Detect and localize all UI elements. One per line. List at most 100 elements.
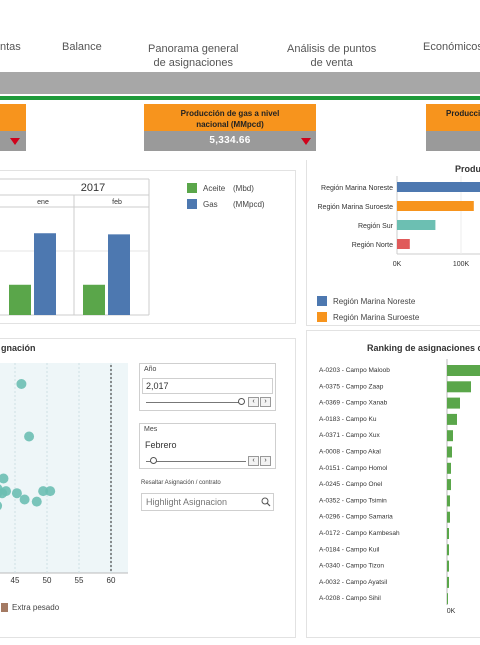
region-chart-panel: Produ Región Marina Noreste Región Marina…: [306, 160, 480, 326]
chart-year-label: 2017: [81, 182, 105, 194]
region-label: Región Marina Noreste: [321, 185, 393, 192]
scatter-tick-label: 60: [107, 576, 116, 585]
ranking-label: A-0375 - Campo Zaap: [319, 383, 384, 390]
ranking-bar-chart: A-0203 - Campo Maloob A-0375 - Campo Zaap…: [319, 359, 480, 615]
bar-region: [397, 201, 474, 211]
legend-gas-unit: (MMpcd): [233, 199, 265, 209]
bar-region: [397, 239, 410, 249]
year-filter-label: Año: [144, 366, 157, 373]
ranking-label: A-0296 - Campo Samaria: [319, 514, 393, 521]
year-slider-knob[interactable]: [238, 398, 245, 405]
production-bar-chart: 2017 ene feb: [0, 178, 150, 316]
bar-aceite-feb: [83, 284, 105, 315]
legend-marina-noreste: Región Marina Noreste: [317, 296, 415, 306]
ranking-label: A-0203 - Campo Maloob: [319, 367, 390, 374]
legend-marina-suroeste: Región Marina Suroeste: [317, 312, 419, 322]
legend-swatch: [317, 296, 327, 306]
ranking-bar: [447, 446, 452, 458]
scatter-point: [11, 488, 22, 499]
ranking-bar: [447, 462, 451, 474]
scatter-point: [0, 501, 3, 510]
ranking-label: A-0352 - Campo Tsimin: [319, 497, 387, 504]
year-value-box[interactable]: 2,017: [142, 378, 273, 394]
legend-swatch: [187, 183, 197, 193]
ranking-chart-title: Ranking de asignaciones co: [367, 343, 480, 353]
scatter-tick-label: 55: [75, 576, 84, 585]
kpi-gas-header: Producción de gas a nivel nacional (MMpc…: [144, 104, 316, 131]
year-filter: Año 2,017 ‹ ›: [139, 363, 276, 411]
month-value: Febrero: [145, 440, 177, 450]
ranking-label: A-0371 - Campo Xux: [319, 432, 380, 439]
scatter-point: [19, 494, 30, 505]
month-filter: Mes Febrero ‹ ›: [139, 423, 276, 469]
legend-aceite-name: Aceite: [203, 183, 226, 193]
highlight-filter-label: Resaltar Asignación / contrato: [141, 480, 221, 486]
region-chart-title: Produ: [455, 164, 480, 174]
region-bar-chart: Región Marina Noreste Región Marina Suroe…: [318, 176, 480, 268]
highlight-search-input[interactable]: [141, 493, 274, 511]
production-chart-panel: 2017 ene feb Aceite (Mbd) Gas (MMpcd): [0, 170, 296, 324]
accent-line: [0, 96, 480, 100]
ranking-label: A-0008 - Campo Akal: [319, 449, 381, 456]
bar-region: [397, 182, 480, 192]
nav-item-ventas[interactable]: ntas: [0, 41, 21, 53]
ranking-label: A-0208 - Campo Sihil: [319, 595, 381, 602]
ranking-bar: [447, 495, 450, 507]
year-prev-button[interactable]: ‹: [248, 397, 259, 407]
month-slider-track[interactable]: [146, 461, 246, 462]
ranking-bar: [447, 413, 457, 425]
ranking-chart-panel: Ranking de asignaciones co A-0203 - Camp…: [306, 330, 480, 638]
down-arrow-icon: [301, 138, 311, 145]
month-filter-label: Mes: [144, 426, 158, 433]
nav-item-puntos-venta[interactable]: Análisis de puntos de venta: [287, 43, 377, 69]
region-label: Región Marina Suroeste: [318, 204, 394, 211]
ranking-bar: [447, 528, 449, 539]
legend-aceite-unit: (Mbd): [233, 183, 254, 193]
legend-gas-name: Gas: [203, 199, 218, 209]
region-label: Región Sur: [358, 223, 394, 230]
scatter-tick-label: 50: [43, 576, 52, 585]
kpi-gas-value: 5,334.66: [144, 131, 316, 151]
ranking-tick-label: 0K: [447, 608, 456, 615]
bar-gas-ene: [34, 233, 56, 315]
ranking-bar: [447, 544, 449, 556]
region-label: Región Norte: [352, 242, 393, 249]
ranking-label: A-0151 - Campo Homol: [319, 465, 388, 472]
kpi-card-2-value: [426, 131, 480, 151]
year-slider-track[interactable]: [146, 402, 240, 403]
scatter-chart-panel: gnación 45 50 55 60 Extra pesado Año 2,017 …: [0, 338, 296, 638]
legend-swatch: [187, 199, 197, 209]
ranking-label: A-0340 - Campo Tizon: [319, 563, 384, 570]
scatter-point: [45, 486, 56, 497]
bar-region: [397, 220, 436, 230]
nav-item-balance[interactable]: Balance: [62, 41, 102, 53]
legend-aceite: Aceite (Mbd): [187, 183, 254, 193]
nav-item-economicos[interactable]: Económicos: [423, 41, 480, 53]
ranking-label: A-0172 - Campo Kambesah: [319, 530, 400, 537]
scatter-point: [1, 486, 12, 497]
ranking-label: A-0184 - Campo Kuil: [319, 546, 380, 553]
year-next-button[interactable]: ›: [260, 397, 271, 407]
ranking-bar: [447, 560, 449, 572]
kpi-card-0-header: [0, 104, 26, 131]
legend-swatch: [1, 603, 8, 612]
month-next-button[interactable]: ›: [260, 456, 271, 466]
legend-label: Extra pesado: [12, 603, 60, 612]
month-slider-knob[interactable]: [150, 457, 157, 464]
ranking-bar: [447, 397, 460, 409]
ranking-bar: [447, 430, 453, 442]
scatter-chart-title: gnación: [1, 343, 36, 353]
tick-label-feb: feb: [112, 199, 122, 206]
legend-swatch: [317, 312, 327, 322]
scatter-point: [0, 473, 9, 484]
ranking-label: A-0032 - Campo Ayatsil: [319, 579, 388, 586]
nav-item-panorama[interactable]: Panorama general de asignaciones: [148, 43, 239, 69]
ranking-bar: [447, 381, 471, 393]
highlight-filter: Resaltar Asignación / contrato: [139, 479, 276, 519]
ranking-label: A-0369 - Campo Xanab: [319, 400, 388, 407]
region-tick-label: 0K: [393, 261, 402, 268]
month-value-box[interactable]: Febrero: [142, 436, 273, 452]
legend-label: Región Marina Noreste: [333, 296, 416, 306]
scatter-point: [16, 379, 27, 389]
month-prev-button[interactable]: ‹: [248, 456, 259, 466]
